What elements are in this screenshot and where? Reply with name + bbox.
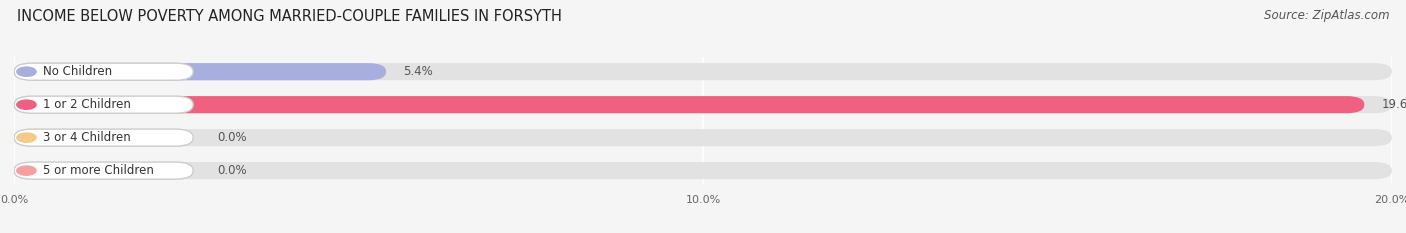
Text: 5 or more Children: 5 or more Children [44,164,153,177]
FancyBboxPatch shape [14,96,1364,113]
FancyBboxPatch shape [14,63,387,80]
FancyBboxPatch shape [14,63,193,80]
FancyBboxPatch shape [14,129,1392,146]
Text: 19.6%: 19.6% [1382,98,1406,111]
Circle shape [17,67,37,76]
FancyBboxPatch shape [14,63,1392,80]
FancyBboxPatch shape [14,96,1392,113]
Circle shape [17,100,37,109]
Text: 5.4%: 5.4% [404,65,433,78]
Text: INCOME BELOW POVERTY AMONG MARRIED-COUPLE FAMILIES IN FORSYTH: INCOME BELOW POVERTY AMONG MARRIED-COUPL… [17,9,562,24]
FancyBboxPatch shape [14,162,1392,179]
Text: Source: ZipAtlas.com: Source: ZipAtlas.com [1264,9,1389,22]
FancyBboxPatch shape [14,96,193,113]
Text: 1 or 2 Children: 1 or 2 Children [44,98,131,111]
Text: No Children: No Children [44,65,112,78]
Circle shape [17,166,37,175]
FancyBboxPatch shape [14,162,193,179]
FancyBboxPatch shape [14,129,193,146]
Text: 0.0%: 0.0% [218,131,247,144]
Text: 3 or 4 Children: 3 or 4 Children [44,131,131,144]
Text: 0.0%: 0.0% [218,164,247,177]
Circle shape [17,133,37,142]
